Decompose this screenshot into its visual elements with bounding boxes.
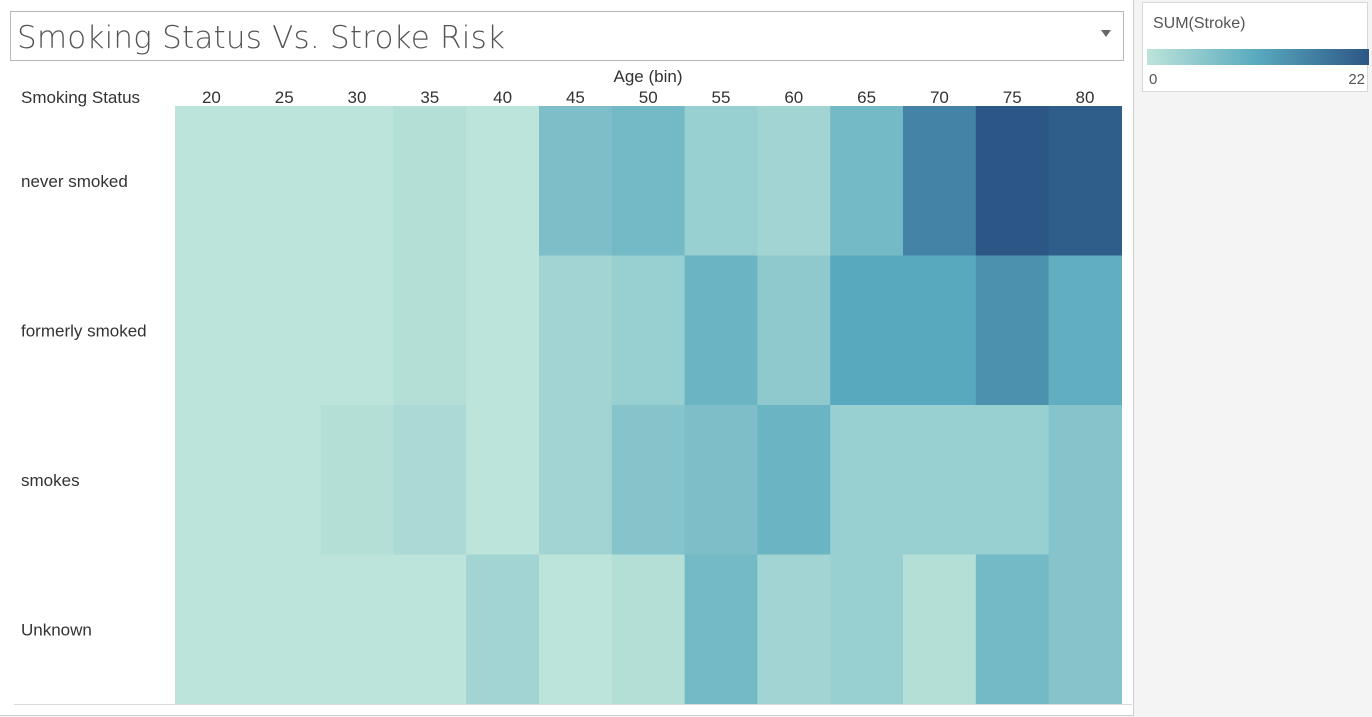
legend-gradient-bar — [1147, 49, 1369, 65]
x-tick-label: 65 — [857, 88, 876, 107]
heatmap-cell[interactable] — [684, 106, 758, 257]
heatmap-cell[interactable] — [757, 255, 831, 406]
heatmap-cell[interactable] — [320, 554, 394, 705]
heatmap-cell[interactable] — [975, 255, 1050, 406]
heatmap-cell[interactable] — [903, 106, 977, 257]
heatmap-cell[interactable] — [466, 255, 540, 406]
heatmap-cell[interactable] — [466, 405, 540, 556]
heatmap-cell[interactable] — [539, 255, 613, 406]
x-tick-label: 75 — [1003, 88, 1022, 107]
heatmap-cell[interactable] — [611, 554, 686, 705]
heatmap-cell[interactable] — [975, 405, 1050, 556]
heatmap-cell[interactable] — [830, 255, 904, 406]
heatmap-cell[interactable] — [611, 405, 686, 556]
x-axis-title: Age (bin) — [614, 67, 683, 86]
y-tick-label: never smoked — [21, 172, 128, 191]
chart-panel: Smoking Status Vs. Stroke Risk Age (bin)… — [0, 0, 1134, 716]
title-bar[interactable]: Smoking Status Vs. Stroke Risk — [10, 11, 1124, 61]
legend-max-label: 22 — [1348, 71, 1365, 88]
heatmap-cell[interactable] — [1048, 405, 1122, 556]
bottom-divider — [14, 704, 1132, 705]
color-legend[interactable]: SUM(Stroke) 0 22 — [1142, 2, 1369, 92]
heatmap-cell[interactable] — [903, 554, 977, 705]
heatmap-cell[interactable] — [466, 106, 540, 257]
heatmap-cell[interactable] — [757, 405, 831, 556]
x-tick-label: 70 — [930, 88, 949, 107]
heatmap-cell[interactable] — [830, 405, 904, 556]
heatmap-cell[interactable] — [320, 106, 394, 257]
x-tick-label: 80 — [1076, 88, 1095, 107]
heatmap-cell[interactable] — [175, 255, 249, 406]
heatmap-cell[interactable] — [830, 106, 904, 257]
legend-title: SUM(Stroke) — [1153, 15, 1246, 32]
heatmap-cell[interactable] — [175, 106, 249, 257]
heatmap-cell[interactable] — [393, 554, 467, 705]
heatmap-cell[interactable] — [684, 405, 758, 556]
x-tick-label: 35 — [420, 88, 439, 107]
x-tick-label: 60 — [784, 88, 803, 107]
heatmap-cell[interactable] — [1048, 554, 1122, 705]
heatmap-cell[interactable] — [247, 255, 322, 406]
heatmap-cell[interactable] — [320, 255, 394, 406]
heatmap-cell[interactable] — [611, 106, 686, 257]
heatmap-cell[interactable] — [1048, 255, 1122, 406]
x-tick-label: 50 — [639, 88, 658, 107]
heatmap-cell[interactable] — [466, 554, 540, 705]
y-tick-label: formerly smoked — [21, 321, 147, 340]
heatmap-cell[interactable] — [539, 106, 613, 257]
heatmap-cell[interactable] — [903, 405, 977, 556]
heatmap-cell[interactable] — [175, 405, 249, 556]
heatmap-cell[interactable] — [611, 255, 686, 406]
heatmap-cell[interactable] — [320, 405, 394, 556]
y-axis-title: Smoking Status — [21, 88, 140, 107]
x-tick-label: 45 — [566, 88, 585, 107]
heatmap-cell[interactable] — [247, 106, 322, 257]
heatmap-cell[interactable] — [247, 554, 322, 705]
legend-min-label: 0 — [1149, 71, 1158, 88]
heatmap-cell[interactable] — [175, 554, 249, 705]
heatmap-cell[interactable] — [757, 554, 831, 705]
heatmap-cell[interactable] — [393, 255, 467, 406]
y-tick-label: Unknown — [21, 620, 92, 639]
y-tick-label: smokes — [21, 471, 80, 490]
dropdown-arrow-icon[interactable] — [1101, 30, 1111, 37]
x-tick-label: 25 — [275, 88, 294, 107]
x-tick-label: 40 — [493, 88, 512, 107]
heatmap-cell[interactable] — [539, 405, 613, 556]
heatmap-cell[interactable] — [247, 405, 322, 556]
heatmap-cell[interactable] — [684, 554, 758, 705]
x-tick-label: 55 — [712, 88, 731, 107]
heatmap-cell[interactable] — [975, 554, 1050, 705]
heatmap-cell[interactable] — [903, 255, 977, 406]
heatmap-cell[interactable] — [684, 255, 758, 406]
x-tick-label: 30 — [348, 88, 367, 107]
heatmap-cell[interactable] — [393, 405, 467, 556]
heatmap: Age (bin) Smoking Status 20 25 30 35 40 45 50 5… — [21, 67, 1122, 705]
page-title: Smoking Status Vs. Stroke Risk — [17, 20, 506, 56]
heatmap-cell[interactable] — [539, 554, 613, 705]
heatmap-cell[interactable] — [1048, 106, 1122, 257]
heatmap-cell[interactable] — [393, 106, 467, 257]
x-tick-label: 20 — [202, 88, 221, 107]
heatmap-cell[interactable] — [975, 106, 1050, 257]
heatmap-cell[interactable] — [830, 554, 904, 705]
heatmap-cell[interactable] — [757, 106, 831, 257]
